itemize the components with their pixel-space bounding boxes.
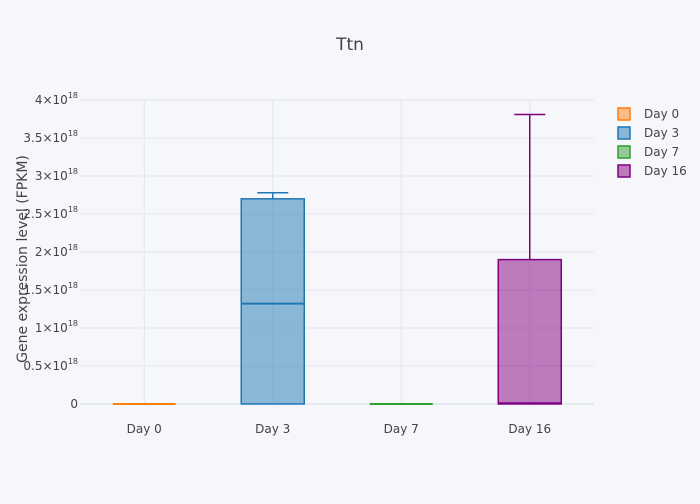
legend-label: Day 3 <box>644 126 679 140</box>
y-tick-exponent: 18 <box>68 205 78 214</box>
box-layer <box>112 113 562 405</box>
legend-label: Day 16 <box>644 164 687 178</box>
x-tick-label: Day 0 <box>127 422 162 436</box>
legend[interactable]: Day 0 Day 3 Day 7 Day 16 <box>617 107 687 178</box>
box-day-3 <box>240 191 305 405</box>
legend-swatch <box>617 164 631 178</box>
box-day-16 <box>497 113 562 405</box>
y-tick-exponent: 18 <box>68 167 78 176</box>
y-tick-label: 1.5×1018 <box>23 281 78 297</box>
legend-label: Day 0 <box>644 107 679 121</box>
chart-title: Ttn <box>335 35 364 55</box>
y-tick-mantissa: 0 <box>70 397 78 411</box>
legend-swatch <box>617 107 631 121</box>
y-tick-mantissa: 3×10 <box>35 169 68 183</box>
y-tick-label: 0 <box>70 397 78 411</box>
box-body <box>497 258 562 405</box>
y-tick-label: 3.5×1018 <box>23 129 78 145</box>
y-tick-mantissa: 3.5×10 <box>23 131 67 145</box>
y-tick-mantissa: 2×10 <box>35 245 68 259</box>
y-tick-exponent: 18 <box>68 319 78 328</box>
legend-swatch <box>617 126 631 140</box>
y-tick-exponent: 18 <box>68 357 78 366</box>
y-tick-mantissa: 1.5×10 <box>23 283 67 297</box>
y-tick-label: 3×1018 <box>35 167 78 183</box>
y-tick-label: 4×1018 <box>35 91 78 107</box>
y-tick-exponent: 18 <box>68 91 78 100</box>
legend-item-day-0[interactable]: Day 0 <box>617 107 679 121</box>
legend-label: Day 7 <box>644 145 679 159</box>
y-tick-mantissa: 2.5×10 <box>23 207 67 221</box>
box-body <box>240 198 305 405</box>
y-tick-mantissa: 1×10 <box>35 321 68 335</box>
y-tick-label: 0.5×1018 <box>23 357 78 373</box>
legend-swatch <box>617 145 631 159</box>
y-tick-exponent: 18 <box>68 281 78 290</box>
x-tick-label: Day 7 <box>384 422 419 436</box>
y-tick-label: 2×1018 <box>35 243 78 259</box>
legend-item-day-7[interactable]: Day 7 <box>617 145 679 159</box>
legend-item-day-16[interactable]: Day 16 <box>617 164 687 178</box>
axis-layer: 00.5×10181×10181.5×10182×10182.5×10183×1… <box>23 91 551 436</box>
x-tick-label: Day 3 <box>255 422 290 436</box>
y-tick-mantissa: 4×10 <box>35 93 68 107</box>
y-tick-label: 2.5×1018 <box>23 205 78 221</box>
y-tick-exponent: 18 <box>68 243 78 252</box>
y-tick-exponent: 18 <box>68 129 78 138</box>
legend-item-day-3[interactable]: Day 3 <box>617 126 679 140</box>
y-tick-mantissa: 0.5×10 <box>23 359 67 373</box>
y-axis-title: Gene expression level (FPKM) <box>15 155 31 363</box>
x-tick-label: Day 16 <box>508 422 551 436</box>
y-tick-label: 1×1018 <box>35 319 78 335</box>
